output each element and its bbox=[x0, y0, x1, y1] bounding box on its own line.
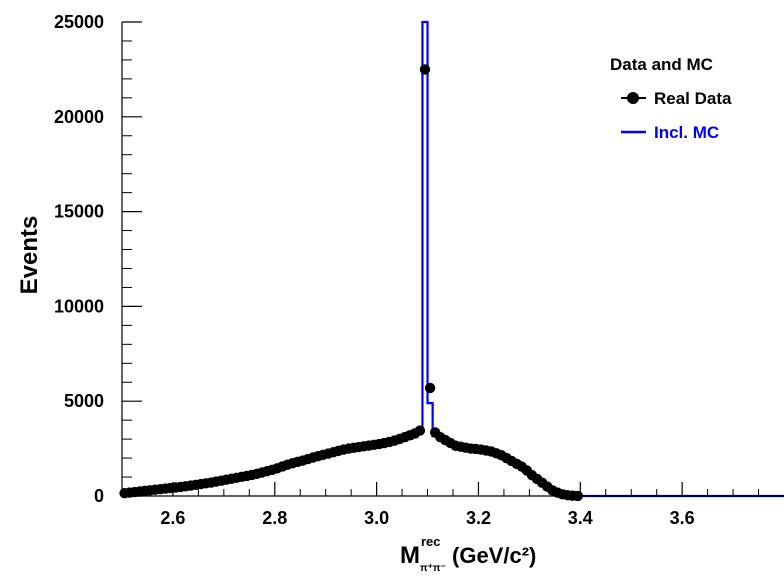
ticks: 0 5000 10000 15000 20000 25000 2.6 2.8 3.0 3.2 3.4… bbox=[54, 12, 760, 528]
data-point bbox=[419, 64, 431, 75]
legend-mc-label: Incl. MC bbox=[654, 123, 719, 142]
y-tick-label: 15000 bbox=[54, 202, 104, 222]
y-tick-label: 10000 bbox=[54, 296, 104, 316]
legend: Data and MC Real Data Incl. MC bbox=[610, 55, 732, 142]
data-point bbox=[414, 425, 426, 436]
x-axis-label-unit: (GeV/c²) bbox=[452, 543, 536, 568]
x-axis-label-main: M bbox=[400, 542, 420, 569]
x-axis-label-sub: π⁺π⁻ bbox=[420, 563, 446, 574]
y-tick-label: 5000 bbox=[64, 391, 104, 411]
x-tick-label: 2.6 bbox=[160, 508, 185, 528]
legend-title: Data and MC bbox=[610, 55, 713, 74]
x-axis-label: M rec π⁺π⁻ (GeV/c²) bbox=[400, 534, 536, 574]
data-point bbox=[424, 382, 436, 394]
legend-real-data-marker bbox=[627, 92, 639, 104]
y-axis-label: Events bbox=[16, 216, 43, 295]
x-tick-label: 3.0 bbox=[364, 508, 389, 528]
data-series bbox=[119, 64, 583, 502]
x-axis-label-sup: rec bbox=[421, 534, 441, 549]
legend-real-data-label: Real Data bbox=[654, 89, 732, 108]
x-tick-label: 3.6 bbox=[670, 508, 695, 528]
y-tick-label: 0 bbox=[94, 486, 104, 506]
x-tick-label: 3.2 bbox=[466, 508, 491, 528]
x-tick-label: 2.8 bbox=[262, 508, 287, 528]
y-tick-label: 20000 bbox=[54, 107, 104, 127]
y-tick-label: 25000 bbox=[54, 12, 104, 32]
x-tick-label: 3.4 bbox=[568, 508, 593, 528]
